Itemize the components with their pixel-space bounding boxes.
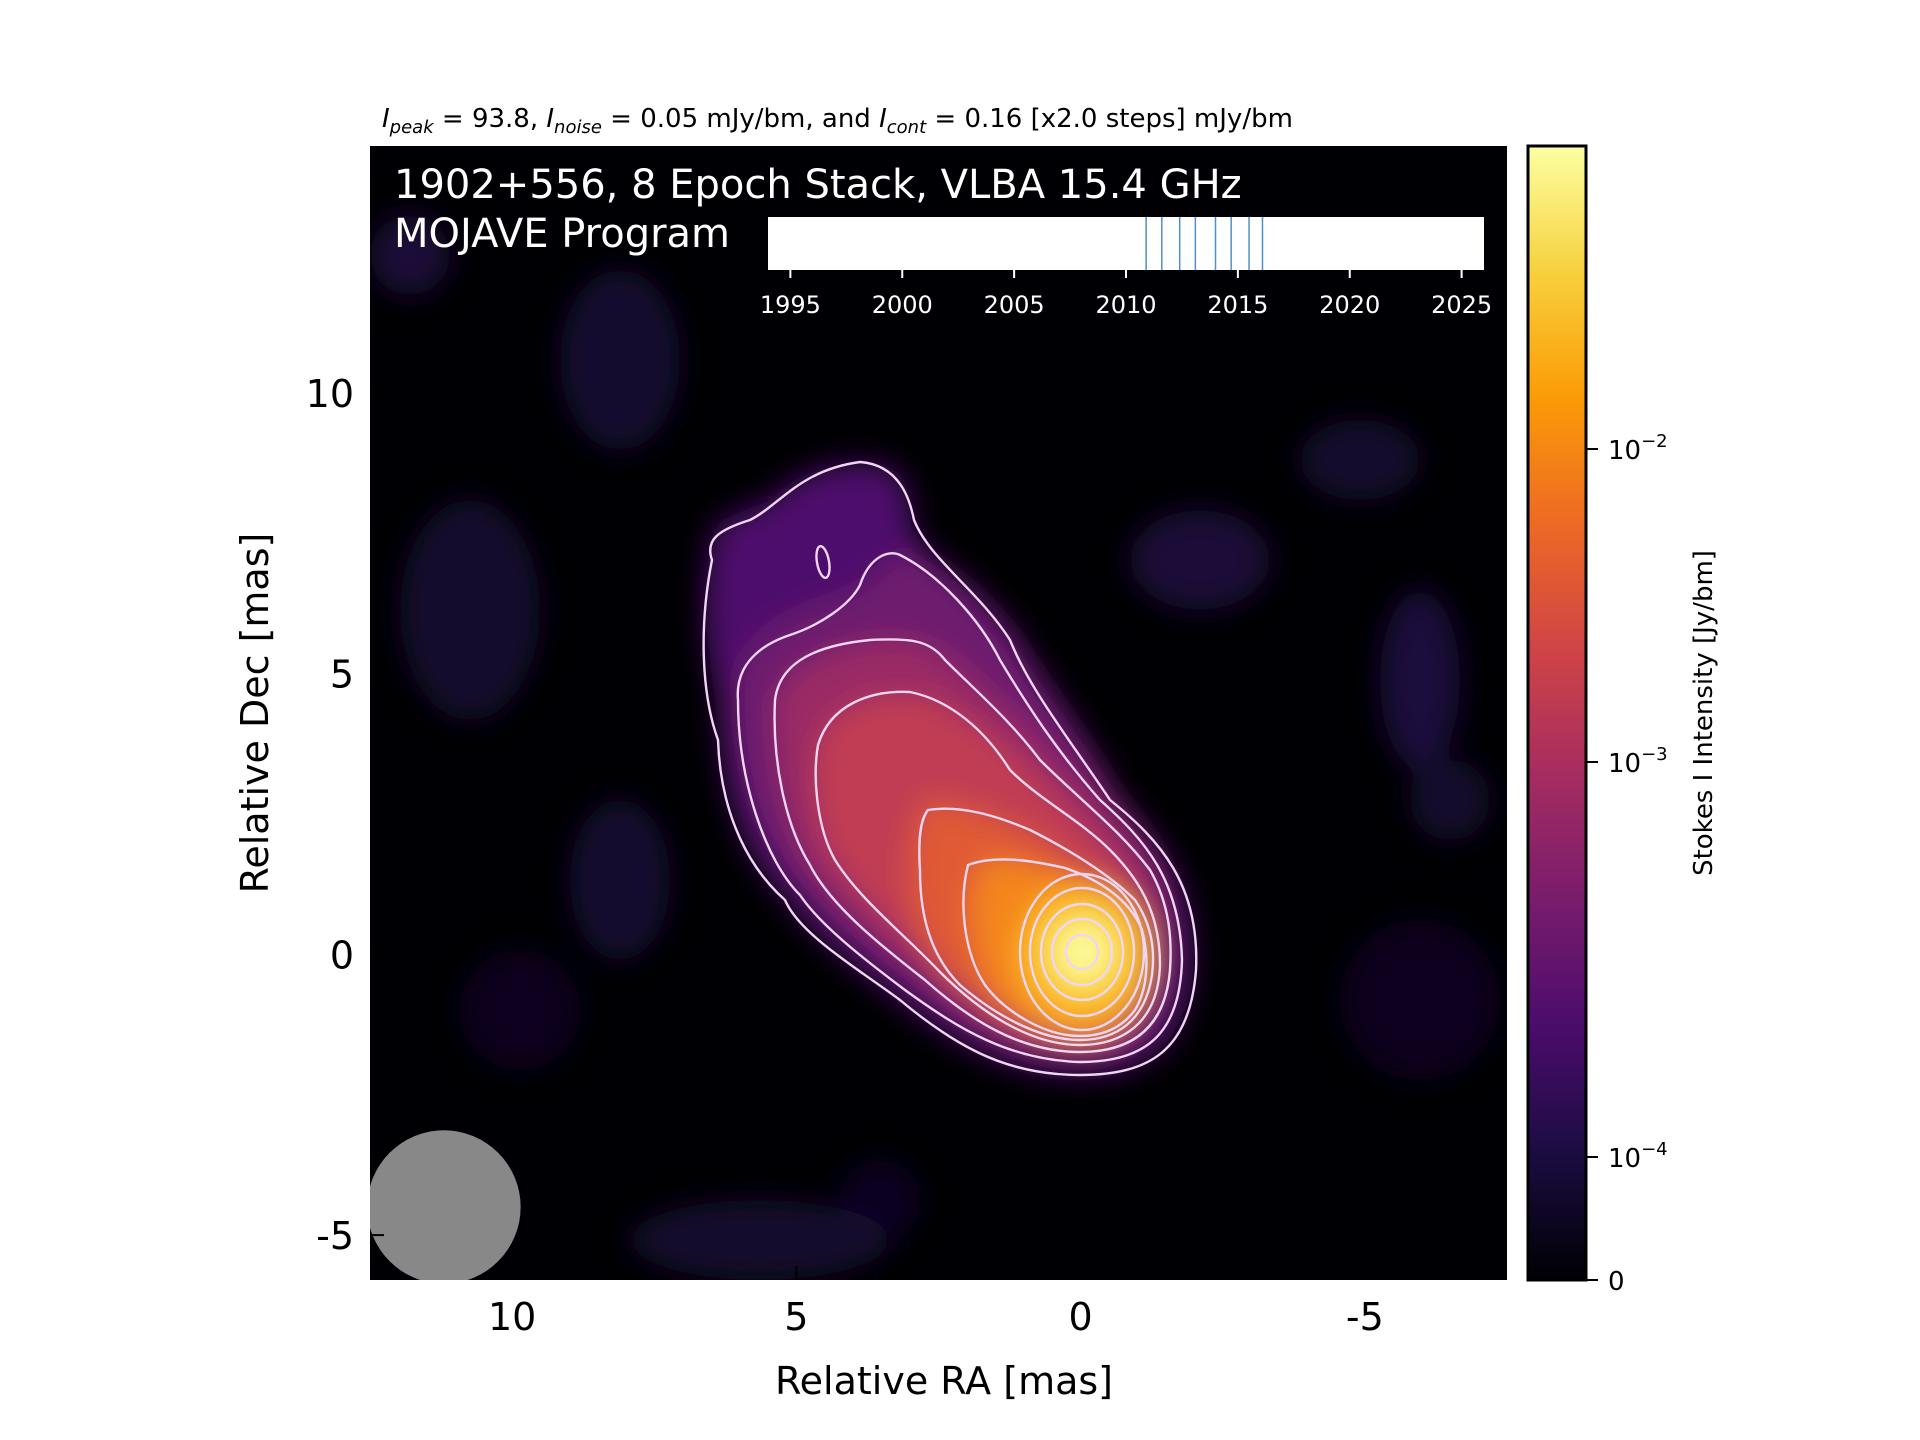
plot-title-line1: 1902+556, 8 Epoch Stack, VLBA 15.4 GHz: [394, 162, 1242, 208]
contour-level-7: [1018, 872, 1146, 1032]
epoch-inset: 1995 2000 2005 2010 2015 2020 2025: [760, 217, 1492, 319]
epoch-inset-box: [768, 217, 1484, 270]
contour-level-11: [1064, 933, 1100, 971]
x-tick-label: 10: [488, 1295, 536, 1339]
y-tick-label: 5: [330, 653, 354, 697]
image-axes: 1995 2000 2005 2010 2015 2020 2025 1902+556, 8…: [233, 146, 1507, 1403]
x-tick-label: -5: [1346, 1295, 1384, 1339]
contour-level-10: [1050, 917, 1114, 987]
colorbar-tick-label: 10−3: [1608, 744, 1668, 779]
intensity-header: Ipeak = 93.8, Inoise = 0.05 mJy/bm, and …: [382, 104, 1293, 138]
contour-level-8: [1028, 886, 1136, 1018]
plot-title-line2: MOJAVE Program: [394, 211, 730, 257]
y-tick-label: -5: [316, 1214, 354, 1258]
colorbar-tick-label: 0: [1608, 1267, 1625, 1297]
colorbar-fill: [1528, 146, 1586, 1280]
colorbar-tick-label: 10−2: [1608, 431, 1668, 466]
colorbar: 0 10−4 10−3 10−2 Stokes I Intensity [Jy/bm]: [1526, 144, 1719, 1297]
contour-level-4: [814, 690, 1162, 1047]
beam-ellipse: [370, 1130, 521, 1280]
contour-lines: [702, 460, 1198, 1077]
contour-level-5: [918, 807, 1155, 1042]
epoch-tick-label: 2015: [1207, 291, 1268, 319]
contour-level-2: [736, 552, 1184, 1064]
contour-level-3: [773, 638, 1172, 1054]
y-axis-ticks: 10 5 0 -5: [306, 372, 384, 1258]
epoch-lines: [1145, 217, 1264, 270]
colorbar-ticks: 0 10−4 10−3 10−2: [1586, 431, 1668, 1297]
y-axis-label: Relative Dec [mas]: [233, 533, 277, 894]
y-tick-label: 0: [330, 933, 354, 977]
contour-island: [815, 545, 831, 579]
epoch-tick-label: 2020: [1319, 291, 1380, 319]
emission-map: [370, 215, 1500, 1280]
contour-level-9: [1039, 902, 1125, 1002]
colorbar-tick-label: 10−4: [1608, 1139, 1668, 1174]
x-tick-label: 0: [1069, 1295, 1093, 1339]
x-tick-label: 5: [784, 1295, 808, 1339]
contour-level-1: [702, 460, 1198, 1077]
epoch-tick-label: 1995: [760, 291, 821, 319]
colorbar-frame: [1526, 144, 1588, 1282]
epoch-tick-label: 2005: [984, 291, 1045, 319]
epoch-tick-label: 2010: [1095, 291, 1156, 319]
noise-background: [370, 215, 1500, 1280]
y-tick-label: 10: [306, 372, 354, 416]
epoch-tick-label: 2000: [872, 291, 933, 319]
x-axis-ticks: 10 5 0 -5: [488, 1266, 1384, 1339]
epoch-tick-label: 2025: [1431, 291, 1492, 319]
epoch-ticks: 1995 2000 2005 2010 2015 2020 2025: [760, 270, 1492, 319]
x-axis-label: Relative RA [mas]: [775, 1359, 1113, 1403]
colorbar-label: Stokes I Intensity [Jy/bm]: [1689, 550, 1719, 876]
contour-level-6: [962, 858, 1148, 1038]
